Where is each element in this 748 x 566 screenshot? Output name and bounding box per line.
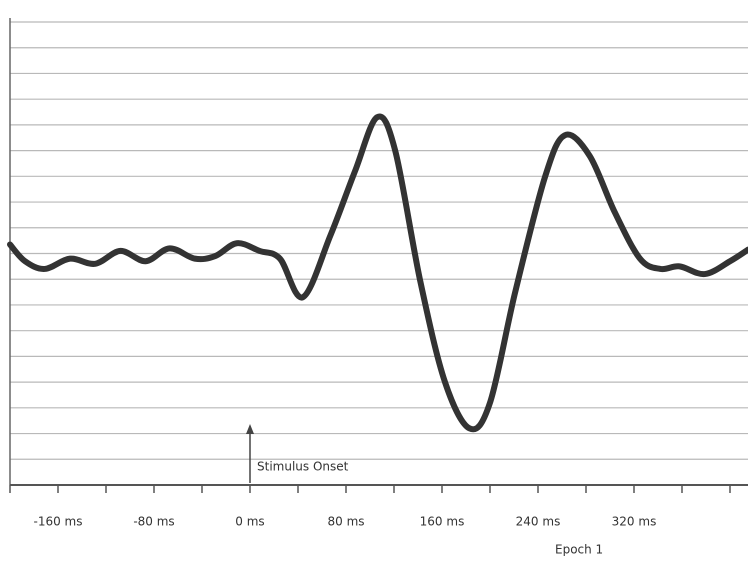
x-tick-label: 320 ms: [612, 515, 657, 529]
x-tick-label: 80 ms: [327, 515, 364, 529]
x-tick-label: -160 ms: [34, 515, 83, 529]
annotation: Stimulus Onset: [257, 460, 349, 474]
x-axis-label: Epoch 1: [555, 543, 603, 557]
arrow-head: [246, 424, 254, 434]
waveform: [7, 113, 748, 433]
x-tick-label: 160 ms: [420, 515, 465, 529]
x-tick-label: 240 ms: [516, 515, 561, 529]
x-tick-label: 0 ms: [235, 515, 264, 529]
x-tick-label: -80 ms: [133, 515, 174, 529]
